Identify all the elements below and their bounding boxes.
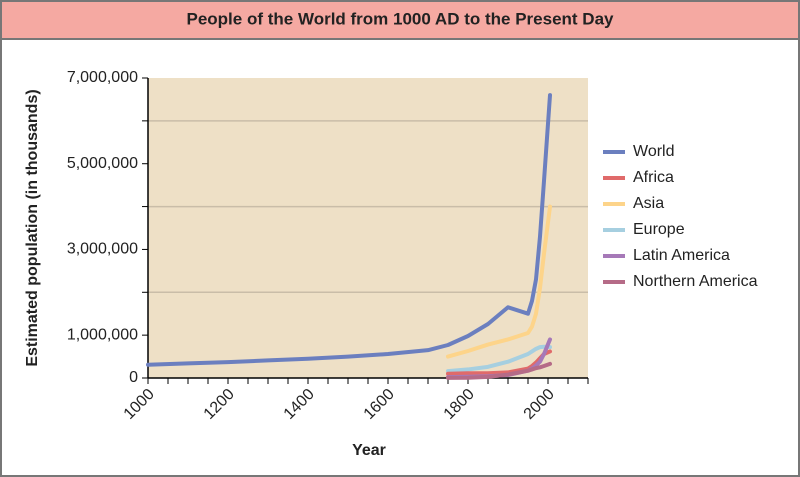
legend-label: Africa (633, 169, 674, 186)
y-tick-label: 5,000,000 (67, 155, 138, 172)
y-tick-label: 1,000,000 (67, 326, 138, 343)
x-axis-label: Year (352, 442, 386, 459)
legend-label: Europe (633, 221, 685, 238)
legend-label: Asia (633, 195, 664, 212)
chart-title: People of the World from 1000 AD to the … (187, 9, 615, 28)
legend-label: Latin America (633, 247, 730, 264)
series-line (446, 344, 552, 374)
series-line (446, 361, 552, 380)
plot-area (148, 78, 588, 378)
title-bar (0, 0, 800, 40)
y-tick-label: 7,000,000 (67, 69, 138, 86)
y-tick-label: 0 (129, 369, 138, 386)
y-axis-label: Estimated population (in thousands) (24, 89, 41, 366)
series-line (146, 93, 552, 367)
legend-label: World (633, 143, 675, 160)
legend-label: Northern America (633, 273, 758, 290)
y-tick-label: 3,000,000 (67, 241, 138, 258)
series-line (446, 204, 552, 359)
